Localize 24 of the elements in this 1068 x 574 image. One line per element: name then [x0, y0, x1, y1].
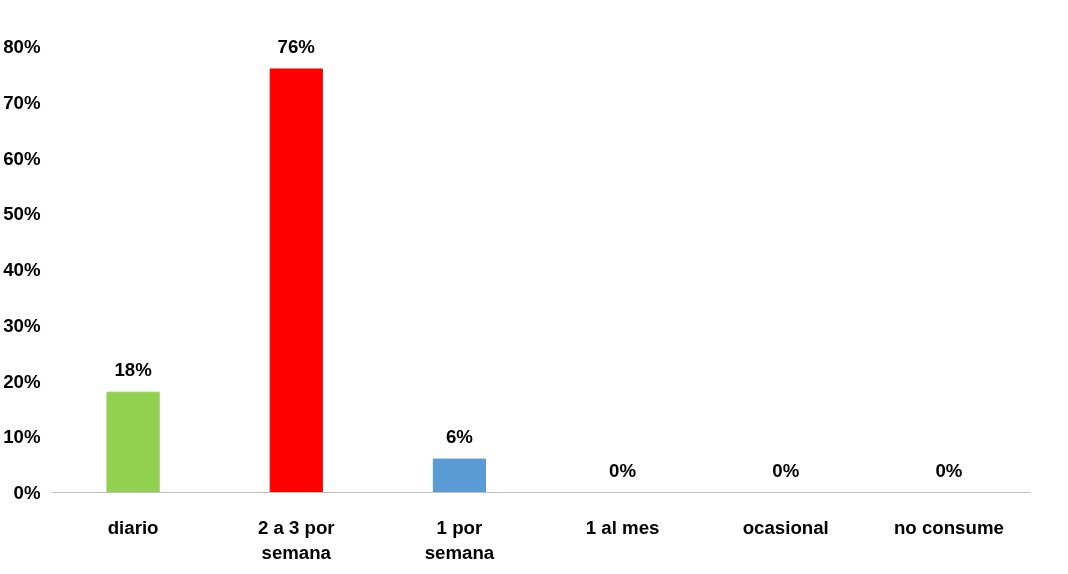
y-tick-label: 0%: [13, 482, 41, 503]
data-label: 6%: [445, 426, 474, 448]
x-tick-label: 1 al mes: [585, 516, 660, 538]
data-label: 0%: [935, 459, 963, 481]
bar: [432, 458, 487, 493]
x-tick-label: no consume: [893, 516, 1004, 538]
data-label: 76%: [277, 36, 316, 57]
y-tick-label: 50%: [3, 203, 41, 225]
y-tick-label: 70%: [3, 91, 41, 113]
y-tick-label: 20%: [3, 370, 41, 392]
y-tick-label: 80%: [3, 36, 41, 58]
x-tick-label: ocasional: [742, 516, 829, 538]
bar: [106, 391, 160, 493]
y-tick-label: 10%: [3, 426, 41, 448]
x-tick-label: diario: [107, 516, 159, 538]
y-tick-label: 60%: [3, 147, 41, 169]
data-label: 0%: [772, 459, 800, 481]
y-tick-label: 30%: [3, 314, 41, 336]
y-tick-label: 40%: [3, 259, 41, 281]
bar: [269, 68, 323, 493]
x-tick-label: 1 por semana: [424, 516, 495, 563]
data-label: 0%: [609, 459, 637, 481]
x-tick-label: 2 a 3 por semana: [257, 516, 335, 563]
data-label: 18%: [114, 359, 153, 381]
